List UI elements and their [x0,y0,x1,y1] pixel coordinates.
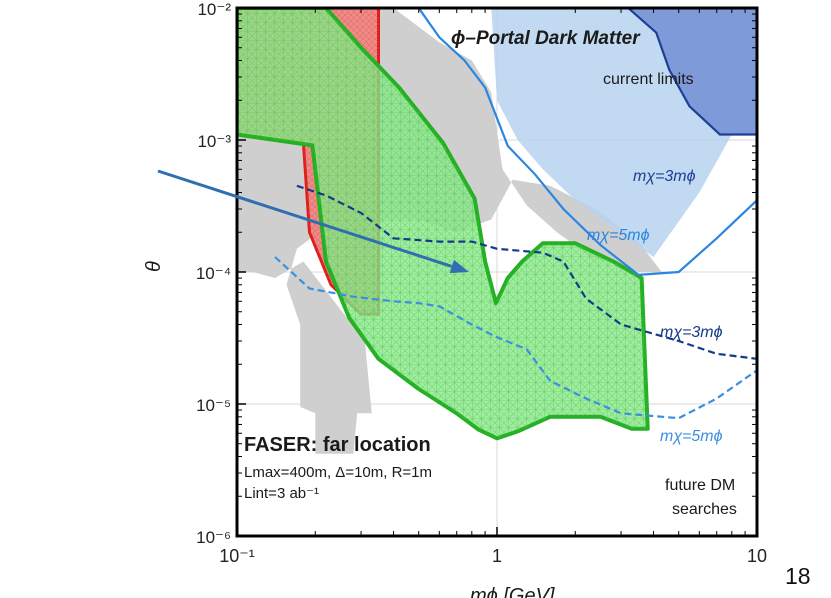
series-lines [274,8,757,420]
label-mx5-current: mχ=5mϕ [587,227,650,244]
label-mx3-current: mχ=3mϕ [633,168,696,185]
y-tick-label: 10⁻⁴ [196,264,231,283]
faser-lumi: Lint=3 ab⁻¹ [244,485,319,502]
y-tick-label: 10⁻⁶ [196,528,231,547]
faser-title: FASER: far location [244,434,431,456]
faser-params: Lmax=400m, Δ=10m, R=1m [244,464,432,481]
future-dm-line2: searches [672,501,737,518]
x-tick-label: 10⁻¹ [219,546,255,566]
series-line-current_5 [417,8,757,277]
label-mx5-future: mχ=5mϕ [660,428,723,445]
x-tick-label: 1 [492,546,502,566]
y-tick-label: 10⁻³ [197,132,231,151]
label-mx3-future: mχ=3mϕ [660,324,723,341]
y-tick-label: 10⁻² [197,0,231,19]
series-line-dark_5 [274,256,757,420]
pointer-arrow [157,169,453,268]
region-faser-hatch [237,8,648,439]
x-axis-label: mϕ [GeV] [470,585,555,598]
y-axis-label: θ [143,261,165,272]
y-tick-label: 10⁻⁵ [196,396,231,415]
chart-title: ϕ–Portal Dark Matter [451,28,641,49]
ticks: 10⁻¹ 1 10 10⁻² 10⁻³ 10⁻⁴ 10⁻⁵ 10⁻⁶ [196,0,767,566]
regions [237,8,757,454]
x-tick-label: 10 [747,546,767,566]
chart-subtitle: current limits [603,71,694,88]
slide-number: 18 [785,563,811,589]
future-dm-line1: future DM [665,477,735,494]
pointer-arrow-head [449,259,469,274]
series-line-current_3 [627,8,757,136]
region-current_dark [628,8,757,135]
series-line-dark_3 [296,184,757,360]
